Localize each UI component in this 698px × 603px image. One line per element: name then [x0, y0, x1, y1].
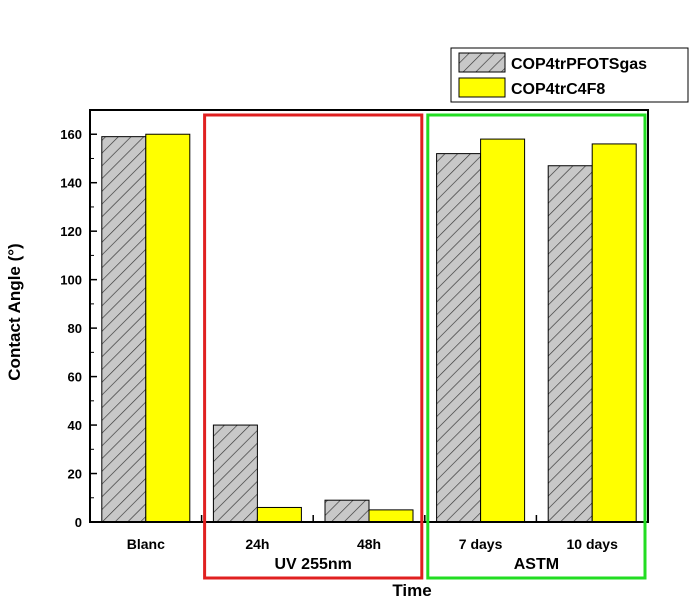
x-tick-label-2: 48h [357, 536, 381, 552]
group-box-1 [426, 113, 647, 580]
bar-cop4trc4f8-0 [145, 133, 191, 523]
y-tick-label-7: 140 [60, 176, 82, 191]
y-tick-label-4: 80 [68, 321, 82, 336]
legend: COP4trPFOTSgas COP4trC4F8 [450, 47, 689, 103]
x-tick-label-1: 24h [245, 536, 269, 552]
bars-layer [101, 133, 637, 523]
bar-cop4trpfotsgas-3 [436, 153, 482, 523]
y-tick-label-5: 100 [60, 273, 82, 288]
legend-label-1: COP4trC4F8 [511, 81, 605, 98]
bar-cop4trpfotsgas-1 [212, 424, 258, 523]
y-tick-label-2: 40 [68, 418, 82, 433]
group-boxes: UV 255nm ASTM [203, 113, 647, 580]
x-tick-label-0: Blanc [127, 536, 165, 552]
y-tick-label-3: 60 [68, 370, 82, 385]
legend-swatch-0 [458, 52, 506, 73]
group-label-0: UV 255nm [275, 556, 352, 573]
y-axis: 0 20 40 60 80 100 120 140 160 [60, 127, 97, 530]
bar-cop4trpfotsgas-4 [547, 165, 593, 523]
group-box-0 [203, 113, 424, 580]
bar-cop4trc4f8-1 [256, 506, 302, 523]
legend-label-0: COP4trPFOTSgas [511, 56, 647, 73]
bar-cop4trpfotsgas-0 [101, 136, 147, 523]
y-tick-label-6: 120 [60, 224, 82, 239]
plot-frame [89, 109, 649, 523]
bar-cop4trc4f8-4 [591, 143, 637, 523]
x-tick-label-4: 10 days [567, 536, 619, 552]
bar-cop4trc4f8-3 [480, 138, 526, 523]
bar-cop4trc4f8-2 [368, 509, 414, 523]
y-tick-label-8: 160 [60, 127, 82, 142]
y-tick-label-0: 0 [75, 515, 82, 530]
legend-swatch-1 [458, 77, 506, 98]
x-axis-label: Time [392, 581, 431, 600]
bar-cop4trpfotsgas-2 [324, 499, 370, 523]
group-label-1: ASTM [514, 556, 559, 573]
y-tick-label-1: 20 [68, 467, 82, 482]
x-axis: Blanc 24h 48h 7 days 10 days [89, 515, 649, 552]
x-tick-label-3: 7 days [459, 536, 503, 552]
y-axis-label: Contact Angle (°) [5, 243, 24, 380]
